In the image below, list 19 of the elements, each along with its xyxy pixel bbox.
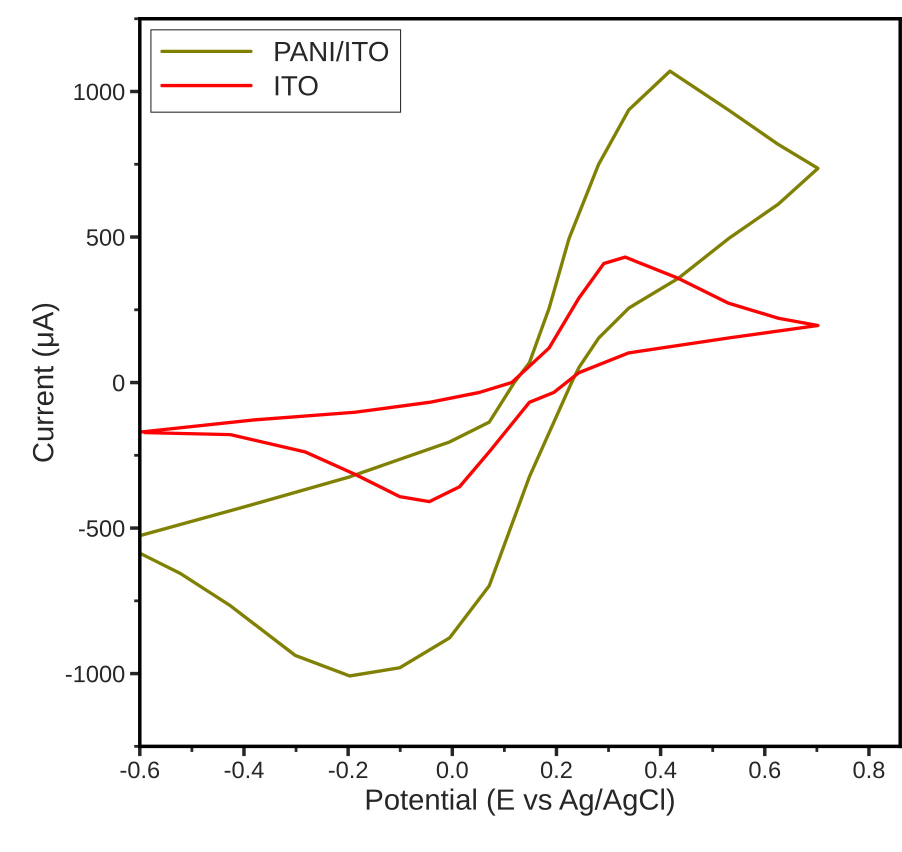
- x-tick-label: 0.6: [749, 762, 780, 778]
- y-axis-title: Current (μA): [32, 304, 60, 462]
- x-tick-label: 0.4: [645, 762, 676, 778]
- y-tick-label: -1000: [66, 666, 124, 682]
- line-series: [140, 255, 820, 504]
- y-tick-label: 1000: [74, 84, 124, 100]
- y-tick-label: 500: [86, 229, 124, 246]
- x-tick-label: -0.6: [120, 762, 160, 778]
- legend-label: ITO: [276, 76, 318, 96]
- y-tick-label: 0: [113, 374, 124, 392]
- legend-label: PANI/ITO: [275, 40, 388, 62]
- x-tick-label: 0.0: [436, 762, 468, 778]
- y-tick-label: -500: [79, 520, 124, 537]
- line-series: [140, 69, 820, 678]
- x-tick-label: -0.2: [328, 762, 368, 778]
- x-tick-label: -0.4: [224, 762, 264, 778]
- x-axis-title: Potential (E vs Ag/AgCl): [366, 788, 674, 816]
- x-tick-label: 0.8: [853, 762, 884, 778]
- x-tick-label: 0.2: [540, 762, 572, 778]
